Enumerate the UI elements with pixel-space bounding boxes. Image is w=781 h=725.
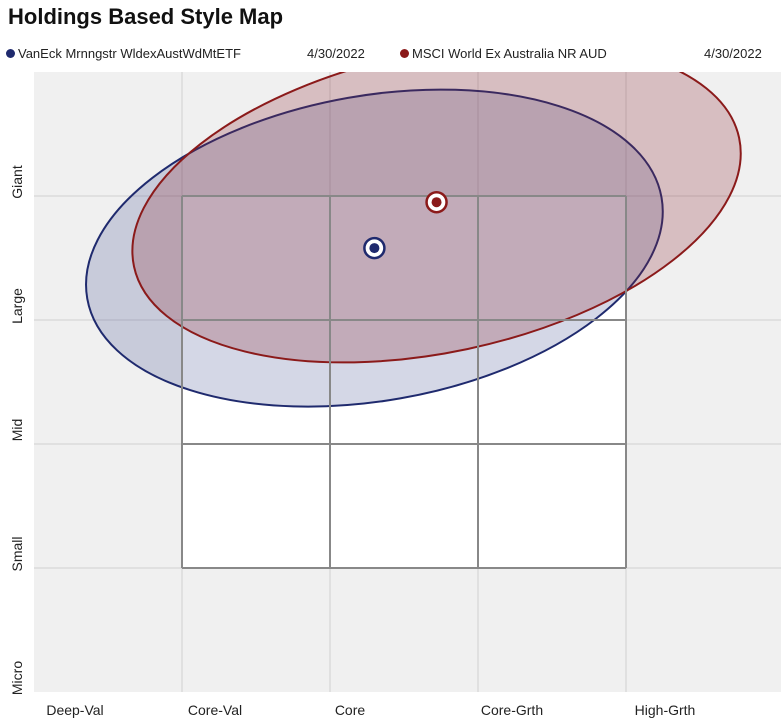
y-tick-label: Small bbox=[9, 536, 25, 571]
x-tick-label: Deep-Val bbox=[46, 702, 103, 718]
legend-date-index: 4/30/2022 bbox=[704, 46, 762, 61]
y-tick-label: Micro bbox=[9, 661, 25, 695]
y-tick-label: Mid bbox=[9, 419, 25, 442]
legend-label: MSCI World Ex Australia NR AUD bbox=[412, 46, 607, 61]
centroid-point bbox=[431, 197, 442, 208]
legend-item-fund: VanEck Mrnngstr WldexAustWdMtETF bbox=[6, 46, 241, 61]
legend-item-index: MSCI World Ex Australia NR AUD bbox=[400, 46, 607, 61]
x-tick-label: Core-Val bbox=[188, 702, 242, 718]
legend-date-fund: 4/30/2022 bbox=[307, 46, 365, 61]
legend-marker-icon bbox=[6, 49, 15, 58]
centroid-point bbox=[369, 243, 380, 254]
y-tick-label: Giant bbox=[9, 165, 25, 199]
style-box-background bbox=[181, 196, 626, 568]
x-tick-label: High-Grth bbox=[635, 702, 696, 718]
x-tick-label: Core-Grth bbox=[481, 702, 543, 718]
x-tick-label: Core bbox=[335, 702, 366, 718]
legend-marker-icon bbox=[400, 49, 409, 58]
chart-title: Holdings Based Style Map bbox=[8, 4, 284, 29]
y-tick-label: Large bbox=[9, 288, 25, 324]
legend-label: VanEck Mrnngstr WldexAustWdMtETF bbox=[18, 46, 241, 61]
